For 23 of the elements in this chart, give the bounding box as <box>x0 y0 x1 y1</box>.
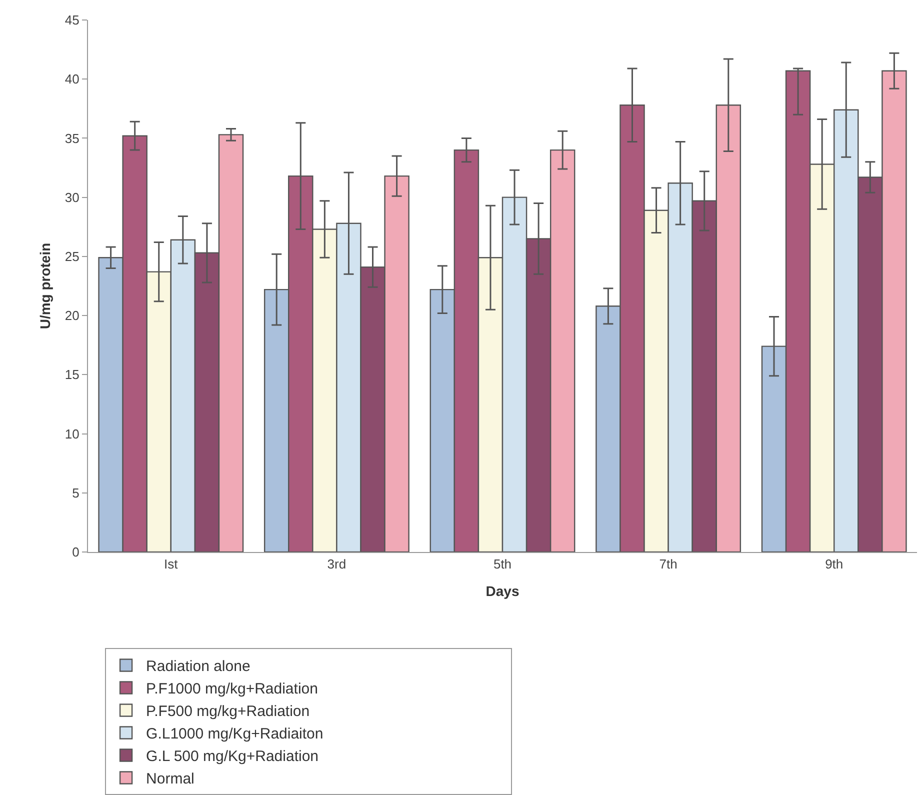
x-tick-label: 9th <box>825 556 844 572</box>
legend-label: Normal <box>146 770 194 788</box>
y-tick-label: 45 <box>64 12 80 28</box>
y-tick-label: 40 <box>64 72 80 87</box>
y-tick-label: 0 <box>72 544 80 560</box>
y-axis-title: U/mg protein <box>37 242 53 330</box>
y-tick-label: 10 <box>64 426 80 442</box>
y-tick-label: 25 <box>64 248 80 264</box>
legend-label: P.F1000 mg/kg+Radiation <box>146 680 318 698</box>
y-tick-label: 35 <box>64 130 80 146</box>
legend-label: P.F500 mg/kg+Radiation <box>146 703 310 720</box>
legend-label: G.L1000 mg/Kg+Radiaiton <box>146 726 324 743</box>
legend-label: Radiation alone <box>146 658 250 676</box>
x-axis-title: Days <box>486 582 520 599</box>
x-tick-label: 5th <box>493 556 512 572</box>
y-tick-label: 15 <box>64 367 80 382</box>
legend-label: G.L 500 mg/Kg+Radiation <box>146 748 319 766</box>
y-tick-label: 5 <box>72 485 80 500</box>
x-tick-label: 3rd <box>327 556 346 572</box>
y-tick-label: 20 <box>64 308 80 324</box>
x-tick-label: 7th <box>659 556 678 572</box>
x-tick-label: Ist <box>164 556 178 572</box>
y-tick-label: 30 <box>64 190 80 205</box>
